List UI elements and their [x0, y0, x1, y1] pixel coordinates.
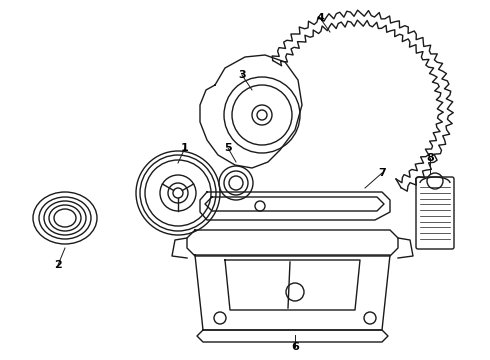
Text: 2: 2: [54, 260, 62, 270]
Text: 6: 6: [291, 342, 299, 352]
Text: 5: 5: [224, 143, 232, 153]
Text: 3: 3: [238, 70, 246, 80]
Text: 1: 1: [181, 143, 189, 153]
Text: 7: 7: [378, 168, 386, 178]
Text: 4: 4: [316, 13, 324, 23]
Text: 8: 8: [426, 153, 434, 163]
